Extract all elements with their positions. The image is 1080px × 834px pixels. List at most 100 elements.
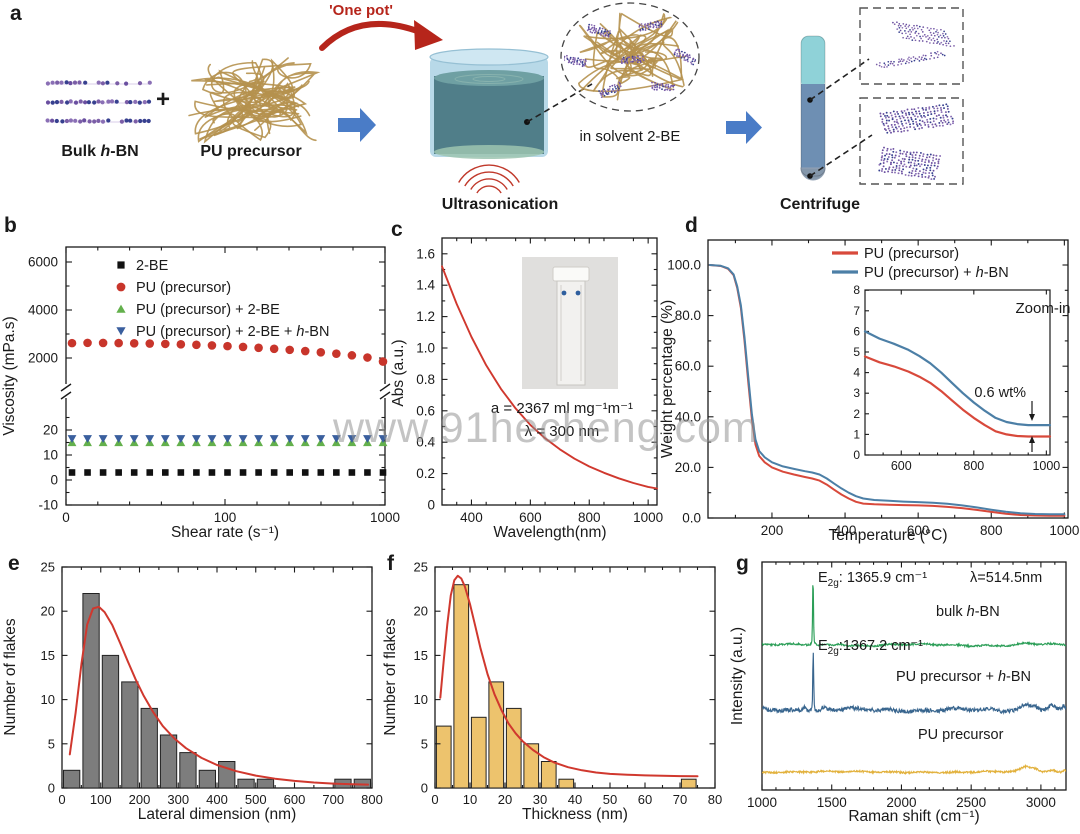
svg-text:400: 400: [460, 510, 483, 525]
svg-text:PU (precursor) + 2-BE: PU (precursor) + 2-BE: [136, 302, 280, 318]
svg-text:80.0: 80.0: [675, 308, 701, 323]
centrifuge-label: Centrifuge: [780, 196, 860, 213]
svg-text:1000: 1000: [633, 510, 663, 525]
raman-peak-label-pu-hbn: E2g:1367.2 cm⁻¹: [818, 638, 924, 657]
b-series: [67, 435, 388, 443]
svg-text:Temperature (°C): Temperature (°C): [828, 527, 947, 544]
svg-text:1500: 1500: [817, 795, 847, 810]
svg-text:700: 700: [322, 792, 344, 807]
svg-text:3: 3: [853, 386, 860, 400]
svg-text:0.8: 0.8: [416, 372, 435, 387]
svg-text:600: 600: [284, 792, 306, 807]
c-plot: 400 600 800 1000 1.6 1.4 1.2 1.0 0.8 0.6 0.4 0.2 0 a …: [390, 237, 663, 541]
svg-text:Number of flakes: Number of flakes: [382, 618, 399, 735]
svg-text:5: 5: [853, 345, 860, 359]
svg-text:0.4: 0.4: [416, 435, 435, 450]
svg-text:20.0: 20.0: [675, 460, 701, 475]
svg-text:1000: 1000: [1049, 523, 1079, 538]
svg-text:20: 20: [498, 792, 512, 807]
svg-text:500: 500: [245, 792, 267, 807]
svg-text:0.0: 0.0: [682, 511, 701, 526]
svg-text:1000: 1000: [370, 510, 400, 525]
plus-sign: +: [156, 86, 171, 113]
svg-text:70: 70: [673, 792, 687, 807]
svg-text:300: 300: [167, 792, 189, 807]
d-plot: 200 400 600 800 1000 100.0 80.0 60.0 40.0 20.0 0.0…: [659, 239, 1079, 544]
one-pot-label: 'One pot': [329, 2, 393, 19]
svg-text:a = 2367 ml mg⁻¹m⁻¹: a = 2367 ml mg⁻¹m⁻¹: [491, 400, 633, 417]
svg-text:60.0: 60.0: [675, 359, 701, 374]
svg-text:PU (precursor): PU (precursor): [136, 280, 231, 296]
watermark: www.91hecheng.com: [333, 404, 759, 452]
svg-text:20: 20: [43, 423, 58, 438]
panel-label-a: a: [10, 2, 22, 25]
svg-text:Raman shift (cm⁻¹): Raman shift (cm⁻¹): [848, 808, 979, 825]
svg-text:40: 40: [568, 792, 582, 807]
svg-text:0.6: 0.6: [416, 403, 435, 418]
svg-text:100: 100: [90, 792, 112, 807]
svg-text:Weight percentage (%): Weight percentage (%): [659, 300, 676, 458]
d-inset: 0 1 2 3 4 5 6 7 8 600 800 1000 Zoom-in 0.6 wt%: [853, 283, 1070, 473]
svg-text:20: 20: [414, 604, 428, 619]
f-plot: 0 10 20 30 40 50 60 70 80 0 5 10 15 20 25 Thickness (nm…: [382, 560, 722, 824]
svg-text:PU (precursor) + 2-BE + h-BN: PU (precursor) + 2-BE + h-BN: [136, 324, 329, 340]
svg-text:10: 10: [43, 448, 58, 463]
svg-text:60: 60: [638, 792, 652, 807]
svg-text:25: 25: [41, 560, 55, 575]
svg-text:400: 400: [834, 523, 857, 538]
raman-laser-label: λ=514.5nm: [970, 570, 1043, 586]
svg-text:Zoom-in: Zoom-in: [1015, 300, 1070, 317]
svg-text:Intensity (a.u.): Intensity (a.u.): [729, 627, 746, 725]
panel-label-e: e: [8, 552, 20, 575]
svg-text:40.0: 40.0: [675, 409, 701, 424]
svg-text:100.0: 100.0: [667, 258, 701, 273]
svg-text:Shear rate (s⁻¹): Shear rate (s⁻¹): [171, 524, 279, 541]
svg-text:800: 800: [361, 792, 383, 807]
svg-text:200: 200: [129, 792, 151, 807]
svg-text:10: 10: [414, 692, 428, 707]
svg-text:Viscosity (mPa.s): Viscosity (mPa.s): [1, 316, 18, 435]
svg-text:30: 30: [533, 792, 547, 807]
thickness-histogram: 0 10 20 30 40 50 60 70 80 0 5 10 15 20 25 Thickness (nm…: [382, 560, 722, 824]
svg-text:0: 0: [431, 792, 438, 807]
svg-text:600: 600: [891, 459, 912, 473]
svg-text:PU (precursor): PU (precursor): [864, 246, 959, 262]
svg-text:Thickness (nm): Thickness (nm): [522, 806, 628, 823]
svg-text:2500: 2500: [956, 795, 986, 810]
svg-text:PU (precursor) + h-BN: PU (precursor) + h-BN: [864, 265, 1009, 281]
e-plot: 0 100 200 300 400 500 600 700 800 0 5 10 15 20 25 Later…: [2, 560, 383, 824]
svg-text:5: 5: [48, 736, 55, 751]
svg-text:800: 800: [980, 523, 1003, 538]
svg-text:2000: 2000: [28, 351, 58, 366]
raman-trace-label-pu: PU precursor: [918, 727, 1004, 743]
svg-text:5: 5: [421, 736, 428, 751]
svg-text:6000: 6000: [28, 255, 58, 270]
svg-text:15: 15: [414, 648, 428, 663]
svg-text:0.6 wt%: 0.6 wt%: [974, 385, 1026, 401]
svg-text:15: 15: [41, 648, 55, 663]
svg-text:1000: 1000: [1032, 459, 1060, 473]
pu-precursor-label: PU precursor: [200, 143, 302, 160]
panel-label-b: b: [4, 214, 17, 237]
svg-text:1.2: 1.2: [416, 309, 435, 324]
svg-text:0.2: 0.2: [416, 466, 435, 481]
svg-text:10: 10: [463, 792, 477, 807]
panel-label-f: f: [387, 552, 394, 575]
panel-label-c: c: [391, 218, 403, 241]
svg-text:20: 20: [41, 604, 55, 619]
svg-text:Abs (a.u.): Abs (a.u.): [390, 339, 407, 406]
panel-a-schematic: [45, 2, 964, 194]
svg-text:0: 0: [58, 792, 65, 807]
tga-chart: 200 400 600 800 1000 100.0 80.0 60.0 40.0 20.0 0.0…: [659, 239, 1079, 544]
svg-text:3000: 3000: [1026, 795, 1056, 810]
svg-text:0: 0: [421, 781, 428, 796]
svg-text:6: 6: [853, 324, 860, 338]
svg-text:4000: 4000: [28, 303, 58, 318]
svg-text:-10: -10: [38, 498, 58, 513]
g-plot: 1000 1500 2000 2500 3000 Raman shift (cm⁻¹) In…: [729, 561, 1067, 825]
svg-text:2-BE: 2-BE: [136, 258, 169, 274]
svg-text:1.4: 1.4: [416, 278, 435, 293]
b-series: [68, 469, 387, 476]
svg-text:0: 0: [427, 498, 435, 513]
